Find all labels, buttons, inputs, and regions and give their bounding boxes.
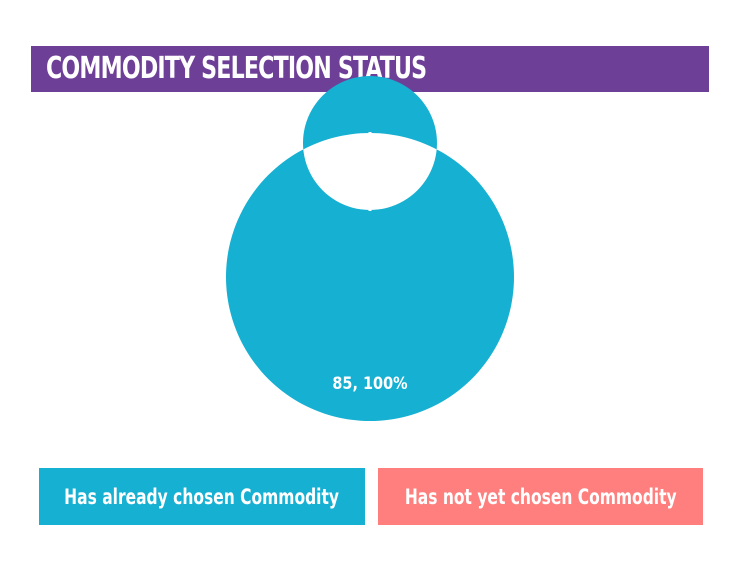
data-label-chosen: 85, 100% — [332, 373, 407, 393]
legend-label-chosen: Has already chosen Commodity — [64, 484, 340, 509]
legend-label-not-chosen: Has not yet chosen Commodity — [404, 484, 677, 509]
legend-item-chosen: Has already chosen Commodity — [39, 468, 365, 525]
legend-item-not-chosen: Has not yet chosen Commodity — [378, 468, 703, 525]
donut-slice-chosen — [225, 76, 514, 421]
